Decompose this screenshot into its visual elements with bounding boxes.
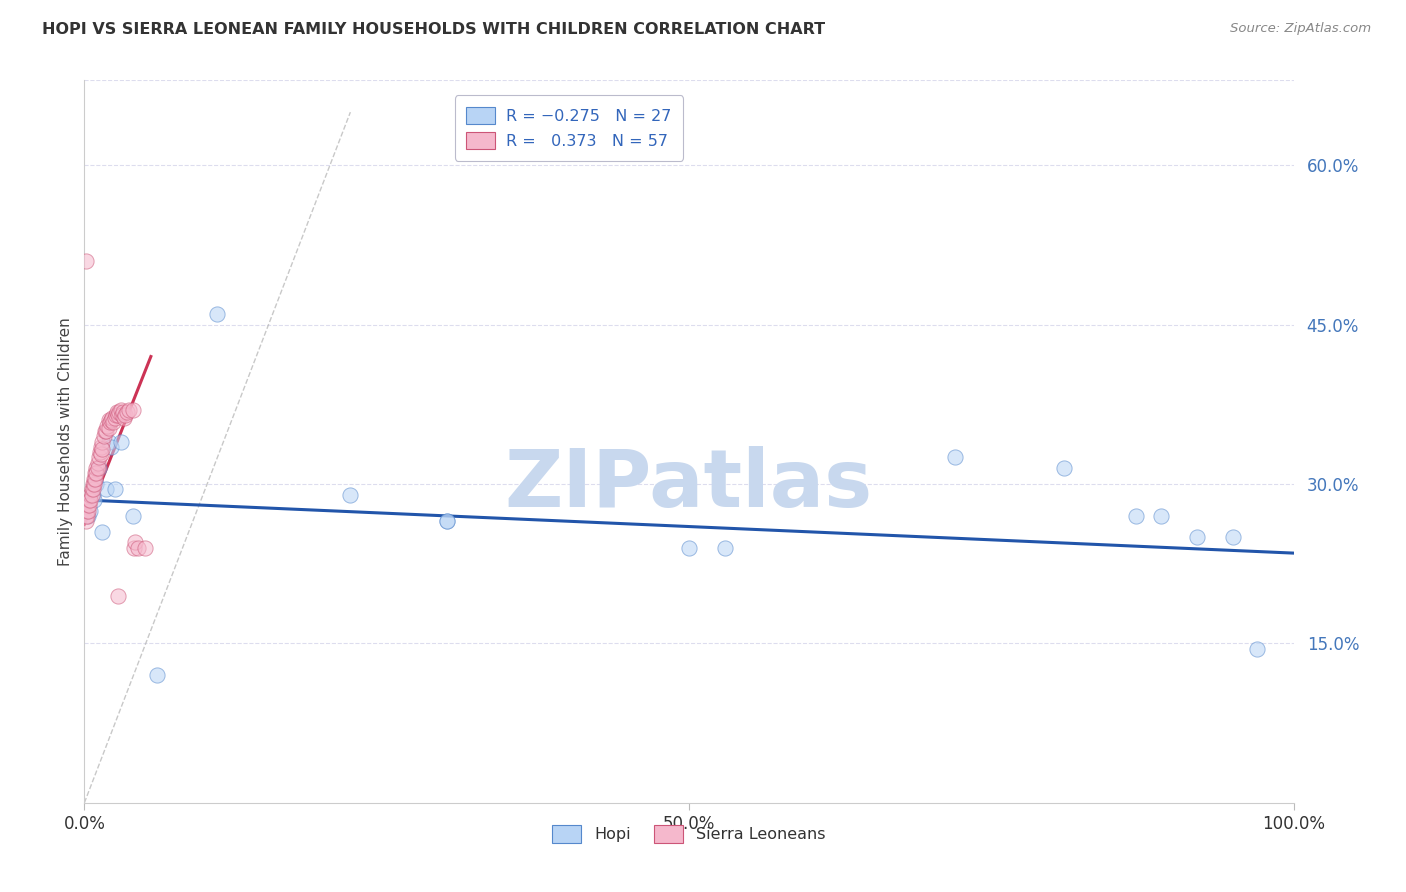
Point	[1125, 508, 1147, 523]
Point	[86, 461, 108, 475]
Point	[1246, 641, 1268, 656]
Point	[82, 488, 104, 502]
Point	[75, 514, 97, 528]
Point	[77, 498, 100, 512]
Point	[127, 541, 149, 555]
Point	[79, 493, 101, 508]
Point	[77, 503, 100, 517]
Point	[105, 405, 128, 419]
Point	[110, 402, 132, 417]
Point	[75, 254, 97, 268]
Point	[84, 472, 107, 486]
Point	[93, 429, 115, 443]
Point	[207, 307, 229, 321]
Point	[84, 467, 107, 481]
Point	[90, 440, 112, 454]
Point	[1185, 530, 1208, 544]
Point	[97, 413, 120, 427]
Point	[97, 421, 120, 435]
Point	[436, 514, 458, 528]
Point	[111, 408, 134, 422]
Point	[94, 483, 117, 497]
Y-axis label: Family Households with Children: Family Households with Children	[58, 318, 73, 566]
Point	[436, 514, 458, 528]
Point	[86, 456, 108, 470]
Point	[100, 440, 122, 454]
Point	[98, 416, 121, 430]
Point	[97, 434, 120, 449]
Point	[83, 472, 105, 486]
Point	[107, 408, 129, 422]
Point	[82, 483, 104, 497]
Point	[77, 508, 100, 523]
Point	[79, 503, 101, 517]
Point	[104, 483, 127, 497]
Point	[94, 424, 117, 438]
Point	[678, 541, 700, 555]
Point	[114, 408, 136, 422]
Point	[118, 402, 141, 417]
Point	[110, 434, 132, 449]
Point	[100, 413, 122, 427]
Point	[90, 447, 112, 461]
Point	[75, 508, 97, 523]
Point	[94, 424, 117, 438]
Point	[122, 541, 145, 555]
Point	[339, 488, 361, 502]
Point	[1053, 461, 1076, 475]
Point	[89, 445, 111, 459]
Point	[121, 402, 143, 417]
Legend: Hopi, Sierra Leoneans: Hopi, Sierra Leoneans	[546, 819, 832, 849]
Point	[80, 488, 103, 502]
Text: ZIPatlas: ZIPatlas	[505, 446, 873, 524]
Point	[1222, 530, 1244, 544]
Point	[83, 493, 105, 508]
Point	[80, 483, 103, 497]
Point	[87, 461, 110, 475]
Point	[112, 405, 135, 419]
Point	[104, 411, 127, 425]
Point	[104, 408, 127, 422]
Point	[115, 405, 138, 419]
Point	[77, 493, 100, 508]
Point	[91, 434, 114, 449]
Text: HOPI VS SIERRA LEONEAN FAMILY HOUSEHOLDS WITH CHILDREN CORRELATION CHART: HOPI VS SIERRA LEONEAN FAMILY HOUSEHOLDS…	[42, 22, 825, 37]
Point	[121, 508, 143, 523]
Point	[146, 668, 169, 682]
Point	[77, 498, 100, 512]
Point	[714, 541, 737, 555]
Point	[96, 418, 118, 433]
Point	[82, 477, 104, 491]
Point	[124, 535, 146, 549]
Point	[101, 411, 124, 425]
Point	[76, 508, 98, 523]
Point	[79, 488, 101, 502]
Point	[1149, 508, 1171, 523]
Point	[943, 450, 966, 465]
Point	[83, 477, 105, 491]
Point	[86, 467, 108, 481]
Point	[76, 503, 98, 517]
Text: Source: ZipAtlas.com: Source: ZipAtlas.com	[1230, 22, 1371, 36]
Point	[91, 524, 114, 539]
Point	[103, 416, 125, 430]
Point	[86, 461, 108, 475]
Point	[108, 405, 131, 419]
Point	[112, 411, 135, 425]
Point	[86, 477, 108, 491]
Point	[87, 450, 110, 465]
Point	[134, 541, 156, 555]
Point	[107, 589, 129, 603]
Point	[91, 442, 114, 456]
